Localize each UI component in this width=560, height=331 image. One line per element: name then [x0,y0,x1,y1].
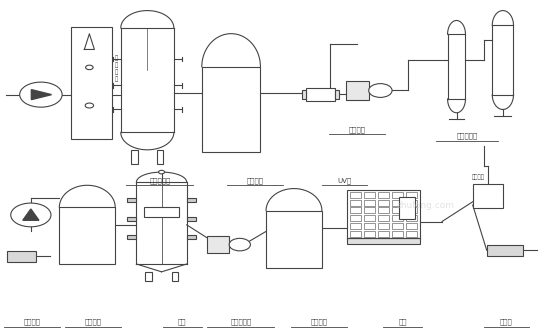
Bar [378,223,389,229]
Bar [346,81,368,100]
Circle shape [368,84,392,97]
Bar [202,67,260,152]
Bar [59,208,115,264]
Bar [364,192,375,198]
Text: 除盐水筒: 除盐水筒 [85,319,101,325]
Text: 中间水筒: 中间水筒 [311,319,328,325]
Bar [364,231,375,237]
Text: 除盐水泵: 除盐水泵 [24,319,40,325]
Bar [157,150,164,164]
Bar [350,215,361,221]
Text: 之滤装置: 之滤装置 [472,175,484,180]
Bar [186,217,196,221]
Polygon shape [23,209,39,220]
Bar [266,211,322,268]
Text: 过滤水筒: 过滤水筒 [246,177,263,184]
Bar [392,231,403,237]
Bar [405,208,417,213]
Text: 保安过滤器: 保安过滤器 [456,132,478,139]
Bar [350,208,361,213]
Text: 净
水
装
置: 净 水 装 置 [115,55,119,81]
Bar [127,235,137,239]
Bar [378,231,389,237]
Bar [392,215,403,221]
Bar [347,190,419,238]
Bar [127,198,137,203]
Bar [186,198,196,203]
Text: 预增压泵: 预增压泵 [348,126,366,132]
Text: 纤维过滤器: 纤维过滤器 [150,177,171,184]
Bar [364,208,375,213]
Bar [306,88,335,101]
Bar [350,200,361,206]
Bar [392,192,403,198]
Bar [378,200,389,206]
Bar [302,90,306,99]
Bar [171,272,178,281]
Bar [399,197,416,219]
Bar [364,200,375,206]
Bar [350,231,361,237]
Circle shape [229,238,250,251]
Bar [335,90,339,99]
Text: UV灯: UV灯 [337,177,351,184]
Circle shape [158,170,165,174]
Bar [392,208,403,213]
Text: zhulong.com: zhulong.com [396,201,454,210]
Bar [405,192,417,198]
Bar [7,251,36,262]
Bar [405,215,417,221]
Bar [473,184,503,208]
Bar [347,238,419,244]
Bar [378,192,389,198]
Bar [405,231,417,237]
Bar [127,217,137,221]
Bar [350,192,361,198]
Bar [392,200,403,206]
Circle shape [86,65,93,70]
Bar [405,223,417,229]
Bar [350,223,361,229]
Text: 高压泵: 高压泵 [500,319,512,325]
Bar [144,207,179,216]
Circle shape [20,82,62,107]
Bar [146,272,152,281]
Bar [364,215,375,221]
Bar [405,200,417,206]
Polygon shape [31,90,52,100]
Bar [378,208,389,213]
Text: 混床提升泵: 混床提升泵 [230,319,251,325]
Bar [132,150,138,164]
Bar [364,223,375,229]
Circle shape [11,203,51,227]
Text: 混床: 混床 [178,319,186,325]
Bar [378,215,389,221]
Circle shape [85,103,94,108]
Bar [186,235,196,239]
Bar [392,223,403,229]
Text: 膜组: 膜组 [399,319,407,325]
Bar [207,236,229,253]
Bar [487,245,523,256]
Bar [71,27,113,139]
